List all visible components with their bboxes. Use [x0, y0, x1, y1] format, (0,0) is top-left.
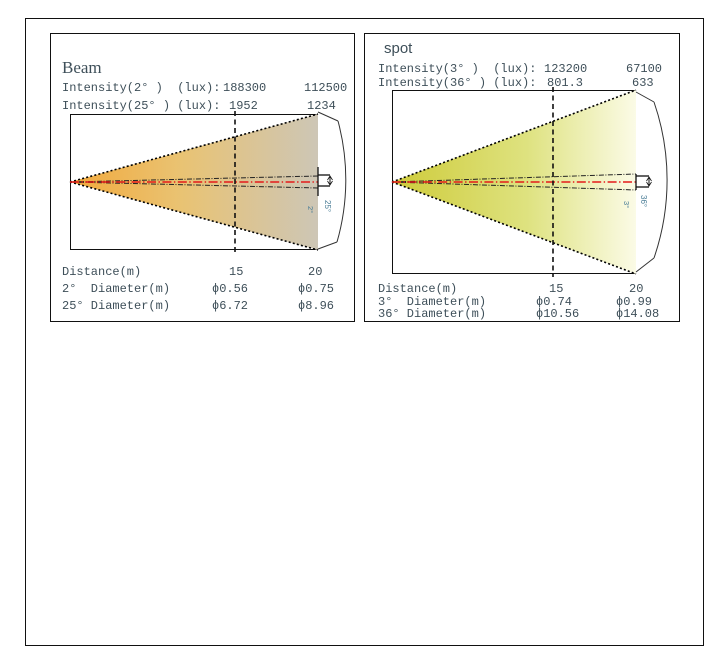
svg-text:25°: 25° — [323, 200, 332, 212]
svg-text:2°: 2° — [306, 206, 315, 213]
svg-text:3°: 3° — [622, 201, 631, 208]
svg-text:36°: 36° — [639, 195, 648, 207]
